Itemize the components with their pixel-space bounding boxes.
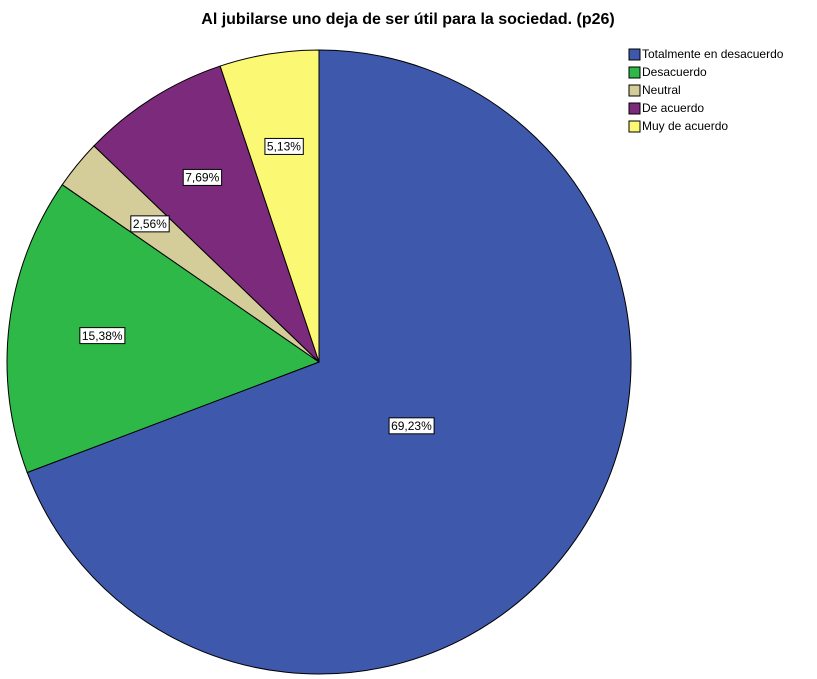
legend-label: Desacuerdo: [642, 65, 707, 79]
data-label-text: 5,13%: [267, 140, 301, 154]
legend-label: Muy de acuerdo: [642, 119, 728, 133]
legend-swatch: [628, 102, 641, 115]
data-label-text: 2,56%: [133, 217, 167, 231]
data-label-text: 7,69%: [185, 171, 219, 185]
legend-label: De acuerdo: [642, 101, 704, 115]
pie-slice: [219, 49, 320, 363]
data-label-text: 15,38%: [82, 329, 123, 343]
data-label-text: 69,23%: [391, 419, 432, 433]
data-label-box: [388, 417, 435, 435]
pie-slice: [26, 49, 632, 675]
data-label: 15,38%: [79, 327, 126, 345]
data-label: 2,56%: [130, 215, 170, 233]
legend: Totalmente en desacuerdo Desacuerdo Neutra…: [628, 47, 784, 133]
legend-label: Neutral: [642, 83, 681, 97]
data-label-box: [79, 327, 126, 345]
data-label-box: [182, 168, 223, 186]
pie-slice: [6, 184, 321, 474]
chart-title: Al jubilarse uno deja de ser útil para l…: [201, 11, 614, 28]
pie-slice: [93, 65, 320, 363]
data-label-box: [130, 215, 170, 233]
pie: [6, 49, 632, 675]
legend-swatch: [628, 120, 641, 133]
legend-label: Totalmente en desacuerdo: [642, 47, 784, 61]
legend-swatch: [628, 84, 641, 97]
data-label: 5,13%: [264, 137, 304, 155]
data-label: 7,69%: [182, 168, 223, 186]
data-label: 69,23%: [388, 417, 435, 435]
data-labels: 69,23% 15,38% 2,56% 7,69% 5,13%: [79, 137, 435, 435]
legend-swatch: [628, 48, 641, 61]
legend-swatch: [628, 66, 641, 79]
data-label-box: [264, 137, 304, 155]
